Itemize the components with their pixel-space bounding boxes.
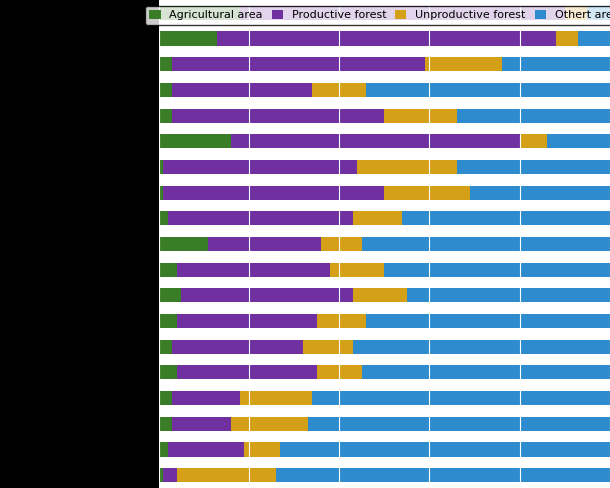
Bar (384, 185, 470, 200)
Bar (303, 340, 353, 354)
Bar (240, 391, 312, 405)
Bar (159, 57, 172, 71)
Bar (159, 263, 177, 277)
Bar (501, 57, 610, 71)
Bar (366, 314, 610, 328)
Bar (317, 314, 366, 328)
Bar (177, 468, 276, 482)
Bar (587, 6, 610, 20)
Bar (353, 211, 403, 225)
Bar (217, 31, 556, 45)
Bar (181, 288, 353, 303)
Bar (159, 443, 168, 457)
Bar (172, 417, 231, 431)
Bar (312, 83, 366, 97)
Bar (159, 417, 172, 431)
Bar (357, 160, 456, 174)
Bar (245, 443, 281, 457)
Bar (366, 83, 610, 97)
Bar (317, 366, 362, 380)
Bar (159, 468, 163, 482)
Bar (163, 185, 384, 200)
Bar (208, 237, 321, 251)
Bar (556, 31, 578, 45)
Bar (159, 134, 231, 148)
Bar (578, 31, 610, 45)
Bar (172, 83, 312, 97)
Bar (384, 263, 610, 277)
Bar (456, 108, 610, 122)
Bar (353, 288, 407, 303)
Bar (159, 211, 168, 225)
Bar (565, 6, 587, 20)
Bar (163, 468, 177, 482)
Bar (547, 134, 610, 148)
Bar (159, 366, 177, 380)
Bar (240, 6, 565, 20)
Bar (159, 6, 240, 20)
Bar (362, 366, 610, 380)
Bar (362, 237, 610, 251)
Bar (307, 417, 610, 431)
Bar (407, 288, 610, 303)
Bar (281, 443, 610, 457)
Bar (159, 83, 172, 97)
Bar (231, 417, 307, 431)
Bar (321, 237, 362, 251)
Bar (403, 211, 610, 225)
Bar (159, 340, 172, 354)
Bar (159, 314, 177, 328)
Legend: Agricultural area, Productive forest, Unproductive forest, Othert area: Agricultural area, Productive forest, Un… (145, 5, 610, 24)
Bar (276, 468, 610, 482)
Bar (159, 185, 163, 200)
Bar (470, 185, 610, 200)
Bar (172, 340, 303, 354)
Bar (159, 108, 172, 122)
Bar (520, 134, 547, 148)
Bar (168, 211, 353, 225)
Bar (177, 263, 330, 277)
Bar (231, 134, 520, 148)
Bar (159, 391, 172, 405)
Bar (177, 366, 317, 380)
Bar (330, 263, 384, 277)
Bar (159, 160, 163, 174)
Bar (425, 57, 501, 71)
Bar (353, 340, 610, 354)
Bar (172, 391, 240, 405)
Bar (163, 160, 357, 174)
Bar (456, 160, 610, 174)
Bar (159, 31, 217, 45)
Bar (159, 288, 181, 303)
Bar (384, 108, 456, 122)
Bar (312, 391, 610, 405)
Bar (159, 237, 208, 251)
Bar (168, 443, 245, 457)
Bar (172, 57, 425, 71)
Bar (177, 314, 317, 328)
Bar (172, 108, 384, 122)
